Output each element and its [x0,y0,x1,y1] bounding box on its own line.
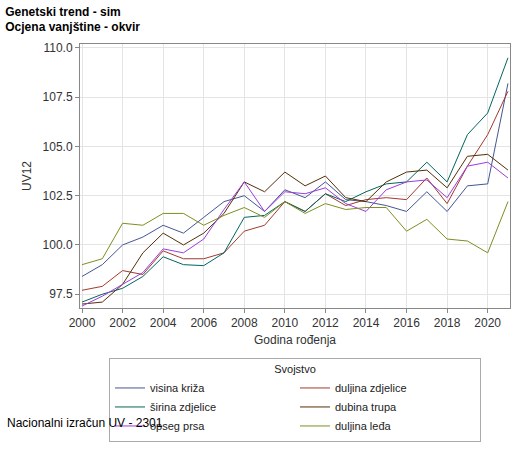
svg-text:97.5: 97.5 [49,287,73,301]
svg-text:107.5: 107.5 [43,90,73,104]
svg-text:dubina trupa: dubina trupa [335,401,397,413]
svg-text:duljina leđa: duljina leđa [335,420,392,432]
svg-text:UV12: UV12 [20,161,34,191]
svg-text:Svojstvo: Svojstvo [274,363,316,375]
svg-text:2018: 2018 [434,316,461,330]
svg-text:100.0: 100.0 [43,238,73,252]
svg-text:2002: 2002 [109,316,136,330]
svg-text:2014: 2014 [353,316,380,330]
svg-text:105.0: 105.0 [43,140,73,154]
svg-text:2000: 2000 [69,316,96,330]
svg-text:Godina rođenja: Godina rođenja [254,333,336,347]
svg-text:2008: 2008 [231,316,258,330]
svg-text:110.0: 110.0 [43,41,72,55]
svg-text:102.5: 102.5 [43,189,73,203]
svg-text:Genetski trend - simOcjena van: Genetski trend - simOcjena vanjštine - o… [5,5,140,35]
svg-text:2016: 2016 [393,316,420,330]
svg-text:širina zdjelice: širina zdjelice [150,401,216,413]
svg-text:Nacionalni izračun UV - 2301: Nacionalni izračun UV - 2301 [7,416,163,430]
svg-text:2004: 2004 [150,316,177,330]
svg-text:2020: 2020 [474,316,501,330]
svg-text:2012: 2012 [312,316,339,330]
svg-text:2010: 2010 [272,316,299,330]
svg-text:visina križa: visina križa [150,382,205,394]
svg-text:duljina zdjelice: duljina zdjelice [335,382,407,394]
svg-text:2006: 2006 [190,316,217,330]
svg-text:opseg prsa: opseg prsa [150,420,205,432]
